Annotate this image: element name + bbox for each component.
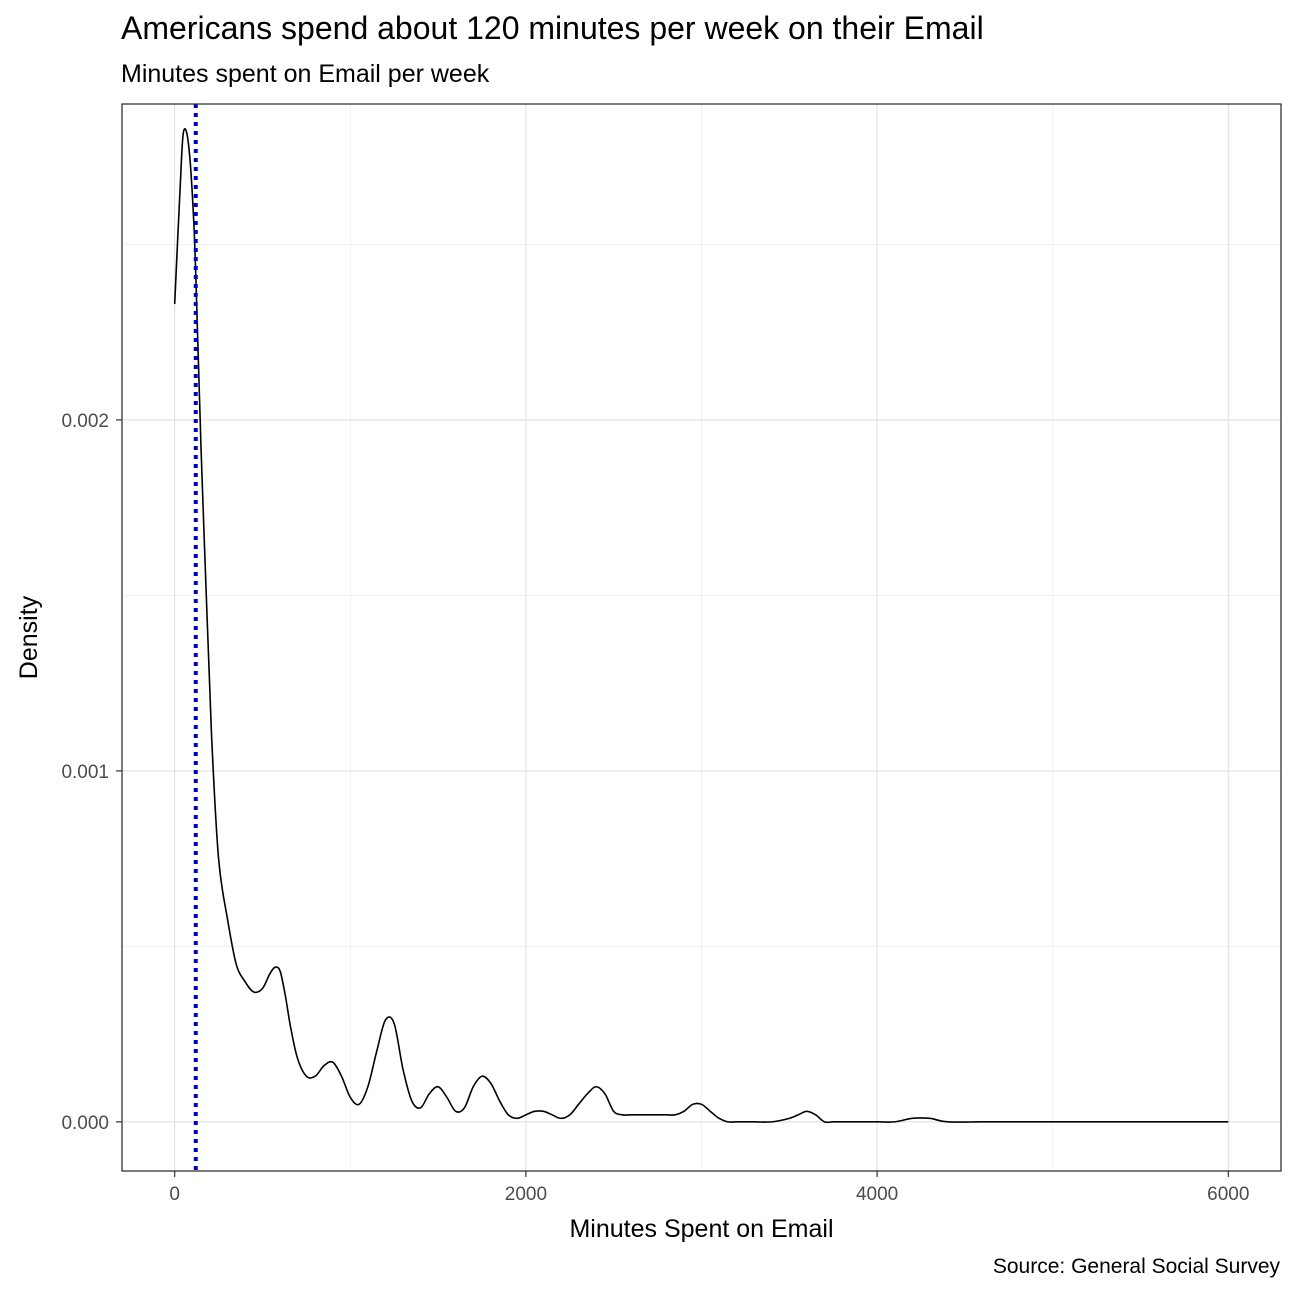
y-tick-label: 0.002 (61, 411, 109, 432)
y-axis-title: Density (15, 595, 43, 679)
chart-caption: Source: General Social Survey (992, 1255, 1280, 1278)
x-axis: 0 2000 4000 6000 (169, 1171, 1249, 1205)
x-tick-label: 2000 (505, 1184, 547, 1205)
y-tick-label: 0.000 (61, 1113, 109, 1134)
panel-border (121, 103, 1282, 1172)
x-tick-label: 6000 (1207, 1184, 1249, 1205)
minor-gridlines (122, 104, 1281, 1171)
x-tick-label: 4000 (856, 1184, 898, 1205)
major-gridlines (122, 104, 1281, 1171)
y-axis: 0.000 0.001 0.002 (61, 411, 122, 1134)
x-axis-title: Minutes Spent on Email (569, 1215, 833, 1243)
chart-title: Americans spend about 120 minutes per we… (121, 10, 984, 46)
x-tick-label: 0 (169, 1184, 180, 1205)
chart-subtitle: Minutes spent on Email per week (121, 60, 490, 88)
y-tick-label: 0.001 (61, 762, 109, 783)
series-layer (173, 128, 1229, 1124)
density-curve (173, 128, 1229, 1124)
